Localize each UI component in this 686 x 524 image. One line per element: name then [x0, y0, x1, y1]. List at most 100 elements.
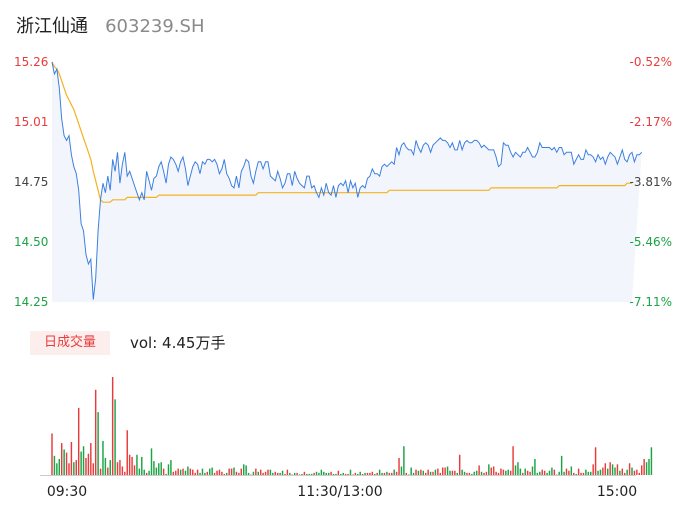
volume-bar	[344, 473, 347, 475]
volume-bar	[645, 462, 648, 475]
volume-bar	[82, 446, 85, 475]
volume-bar	[114, 399, 116, 475]
volume-bar	[141, 456, 143, 475]
percent-tick-label: -2.17%	[630, 115, 672, 129]
volume-bar	[238, 472, 240, 475]
volume-bar	[614, 467, 616, 475]
volume-bar	[199, 472, 201, 475]
volume-bar	[483, 472, 485, 475]
volume-bar	[420, 469, 422, 475]
volume-bar	[551, 467, 553, 475]
volume-bar	[133, 465, 136, 475]
volume-bar	[441, 467, 444, 475]
volume-bar	[383, 472, 386, 475]
volume-bar	[165, 473, 167, 475]
volume-bar	[619, 470, 621, 475]
volume-bar	[522, 472, 524, 475]
volume-bar	[509, 470, 512, 475]
volume-bar	[179, 469, 182, 475]
volume-bar	[189, 468, 192, 475]
volume-bar	[148, 470, 150, 475]
volume-bar	[573, 472, 575, 475]
volume-bar	[359, 471, 361, 475]
volume-bar	[366, 472, 369, 475]
volume-bar	[648, 459, 650, 475]
volume-bar	[454, 470, 456, 475]
volume-bar	[400, 466, 403, 475]
stock-code: 603239.SH	[105, 16, 205, 37]
volume-bar	[310, 473, 313, 475]
volume-tag: 日成交量	[30, 331, 110, 355]
volume-bar	[623, 472, 626, 475]
volume-bar	[417, 470, 420, 475]
volume-bar	[128, 454, 131, 475]
volume-bar	[434, 469, 437, 475]
volume-bar	[473, 471, 475, 475]
volume-bar	[192, 469, 194, 475]
volume-bar	[633, 470, 636, 475]
volume-bar	[162, 468, 165, 475]
volume-bar	[604, 463, 607, 475]
volume-bar	[626, 469, 628, 475]
volume-bar	[602, 467, 604, 475]
volume-bar	[403, 446, 405, 475]
volume-bar	[412, 472, 415, 475]
avg-price-line	[51, 61, 632, 203]
volume-bar	[458, 454, 461, 475]
volume-bar	[352, 474, 354, 475]
volume-bar	[410, 467, 412, 475]
volume-bar	[580, 472, 582, 475]
volume-bar	[597, 470, 599, 475]
volume-bar	[284, 473, 286, 475]
volume-bar	[276, 472, 279, 475]
volume-bar	[526, 470, 529, 475]
volume-bar	[488, 464, 490, 475]
price-area	[52, 62, 642, 302]
volume-bar	[497, 472, 500, 475]
volume-bar	[211, 467, 213, 475]
volume-bar	[378, 469, 381, 475]
volume-bar	[616, 464, 619, 475]
volume-bar	[461, 469, 463, 475]
volume-bar	[505, 470, 507, 475]
volume-bar	[599, 469, 602, 475]
volume-bar	[320, 469, 323, 475]
volume-bar	[160, 462, 162, 475]
volume-bar	[175, 470, 177, 475]
volume-bar	[298, 474, 301, 475]
volume-bar	[143, 469, 145, 475]
volume-bar	[242, 464, 245, 475]
volume-bar	[361, 473, 364, 475]
volume-bar	[323, 471, 325, 475]
volume-bar	[408, 474, 410, 475]
volume-bar	[536, 472, 539, 475]
volume-bar	[138, 468, 141, 475]
price-tick-label: 14.75	[14, 175, 48, 189]
volume-bar	[398, 457, 400, 475]
volume-bar	[264, 471, 267, 475]
volume-bar	[585, 469, 587, 475]
volume-bar	[636, 469, 638, 475]
volume-bar	[218, 469, 221, 475]
volume-bar	[541, 469, 543, 475]
volume-bar	[119, 460, 121, 475]
volume-bar	[56, 463, 58, 475]
volume-bar	[558, 471, 560, 475]
volume-bar	[575, 473, 577, 475]
volume-bar	[80, 451, 82, 475]
volume-bar	[306, 473, 308, 475]
volume-bar	[512, 446, 514, 475]
volume-bar	[53, 455, 56, 475]
volume-bar	[318, 472, 320, 475]
price-area-group	[52, 62, 642, 302]
volume-bar	[230, 468, 233, 475]
volume-bar	[640, 465, 643, 475]
volume-bar	[94, 389, 97, 475]
volume-bar	[257, 471, 259, 475]
volume-bar	[444, 467, 446, 475]
volume-bar	[87, 453, 90, 475]
volume-bar	[124, 471, 126, 475]
volume-bar	[466, 472, 468, 475]
percent-tick-label: -0.52%	[630, 55, 672, 69]
volume-bar	[451, 470, 454, 475]
